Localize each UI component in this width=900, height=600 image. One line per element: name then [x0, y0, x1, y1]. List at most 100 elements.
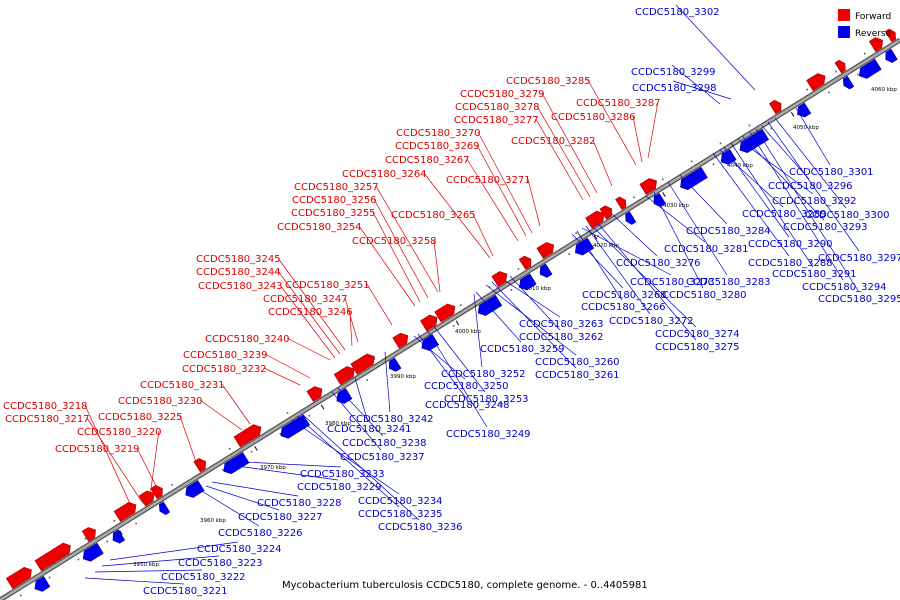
gene-label: CCDC5180_3261 — [535, 370, 620, 381]
leader-line — [667, 181, 728, 276]
forward-gene-arrow — [518, 255, 532, 270]
forward-gene-arrow — [599, 205, 613, 220]
reverse-gene-arrow — [797, 102, 812, 118]
leader-line — [431, 323, 486, 393]
gene-label: CCDC5180_3220 — [77, 427, 162, 438]
gene-arrows — [5, 28, 898, 592]
leader-line — [535, 118, 584, 201]
leader-line — [475, 291, 522, 343]
leader-line — [491, 281, 577, 369]
leader-line — [632, 115, 643, 163]
reverse-gene-arrow — [720, 149, 737, 165]
axis-dot — [135, 522, 137, 525]
gene-label: CCDC5180_3271 — [446, 175, 531, 186]
axis-dot — [77, 558, 80, 561]
leader-line — [179, 415, 197, 463]
leader-line — [485, 284, 577, 356]
axis-dot — [459, 304, 462, 306]
gene-label: CCDC5180_3222 — [161, 572, 246, 583]
axis-dot — [106, 540, 109, 543]
leader-line — [433, 239, 441, 293]
tick-mark — [254, 446, 258, 451]
leader-line — [366, 283, 393, 326]
reverse-gene-arrow — [388, 357, 402, 372]
gene-label: CCDC5180_3281 — [664, 244, 749, 255]
tick-label: 3970 kbp — [260, 465, 286, 471]
gene-label: CCDC5180_3300 — [805, 210, 890, 221]
gene-label: CCDC5180_3265 — [391, 210, 476, 221]
gene-label: CCDC5180_3221 — [143, 586, 228, 597]
leader-line — [509, 275, 561, 331]
gene-label: CCDC5180_3234 — [358, 496, 443, 507]
gene-label: CCDC5180_3257 — [294, 182, 379, 193]
gene-label: CCDC5180_3249 — [446, 429, 531, 440]
leader-line — [741, 135, 825, 221]
forward-gene-arrow — [193, 458, 206, 473]
legend-reverse-swatch — [838, 26, 850, 38]
gene-label: CCDC5180_3285 — [506, 76, 591, 87]
leader-line — [795, 107, 831, 166]
reverse-gene-arrow — [158, 501, 171, 515]
gene-label: CCDC5180_3248 — [425, 400, 510, 411]
leader-line — [279, 284, 336, 359]
axis-dot — [835, 70, 837, 73]
axis-dot — [857, 73, 859, 76]
leader-line — [358, 225, 416, 307]
leader-line — [647, 101, 659, 159]
gene-label: CCDC5180_3283 — [686, 277, 771, 288]
axis-dot — [633, 196, 635, 199]
leader-line — [236, 465, 338, 481]
reverse-gene-arrow — [574, 237, 595, 256]
forward-gene-arrow — [615, 196, 627, 210]
leader-line — [354, 377, 369, 423]
legend-forward-label: Forward — [855, 12, 891, 22]
forward-gene-arrow — [585, 210, 605, 229]
leader-line — [653, 191, 704, 289]
gene-label: CCDC5180_3237 — [340, 452, 425, 463]
reverse-gene-arrow — [519, 273, 537, 291]
leader-line — [286, 337, 331, 361]
axis-dot — [719, 142, 722, 145]
axis-dot — [228, 447, 231, 450]
leader-line — [675, 4, 756, 91]
axis-dot — [864, 52, 866, 55]
gene-label: CCDC5180_3233 — [300, 469, 385, 480]
reverse-gene-arrow — [858, 58, 882, 79]
forward-gene-arrow — [306, 386, 323, 402]
gene-label: CCDC5180_3235 — [358, 509, 443, 520]
gene-label: CCDC5180_3267 — [385, 155, 470, 166]
gene-label: CCDC5180_3291 — [772, 269, 857, 280]
leader-line — [375, 185, 439, 293]
gene-label: CCDC5180_3255 — [291, 208, 376, 219]
tick-label: 4000 kbp — [455, 329, 481, 335]
leader-line — [149, 430, 160, 497]
axis-dot — [48, 576, 51, 579]
gene-label: CCDC5180_3287 — [576, 98, 661, 109]
axis-dot — [308, 414, 311, 417]
leader-line — [527, 178, 541, 227]
leader-line — [136, 447, 159, 491]
reverse-gene-arrow — [477, 294, 503, 316]
gene-label: CCDC5180_3232 — [182, 364, 267, 375]
forward-gene-arrow — [350, 353, 375, 375]
gene-label: CCDC5180_3276 — [616, 258, 701, 269]
reverse-gene-arrow — [112, 529, 126, 544]
leader-line — [585, 225, 651, 315]
tick-mark — [662, 192, 666, 197]
leader-line — [211, 481, 299, 497]
leader-line — [301, 413, 420, 521]
gene-label: CCDC5180_3299 — [631, 67, 716, 78]
axis-dot — [510, 289, 513, 291]
forward-gene-arrow — [806, 73, 826, 92]
tick-label: 4030 kbp — [663, 203, 689, 209]
gene-label: CCDC5180_3225 — [98, 412, 183, 423]
gene-label: CCDC5180_3262 — [519, 332, 604, 343]
forward-gene-arrow — [868, 37, 884, 53]
forward-gene-arrow — [81, 527, 96, 542]
tick-label: 4010 kbp — [525, 286, 551, 292]
legend-forward-swatch — [838, 9, 850, 21]
forward-gene-arrow — [392, 332, 409, 349]
gene-label: CCDC5180_3217 — [5, 414, 90, 425]
gene-label: CCDC5180_3286 — [551, 112, 636, 123]
reverse-gene-arrow — [421, 334, 440, 351]
